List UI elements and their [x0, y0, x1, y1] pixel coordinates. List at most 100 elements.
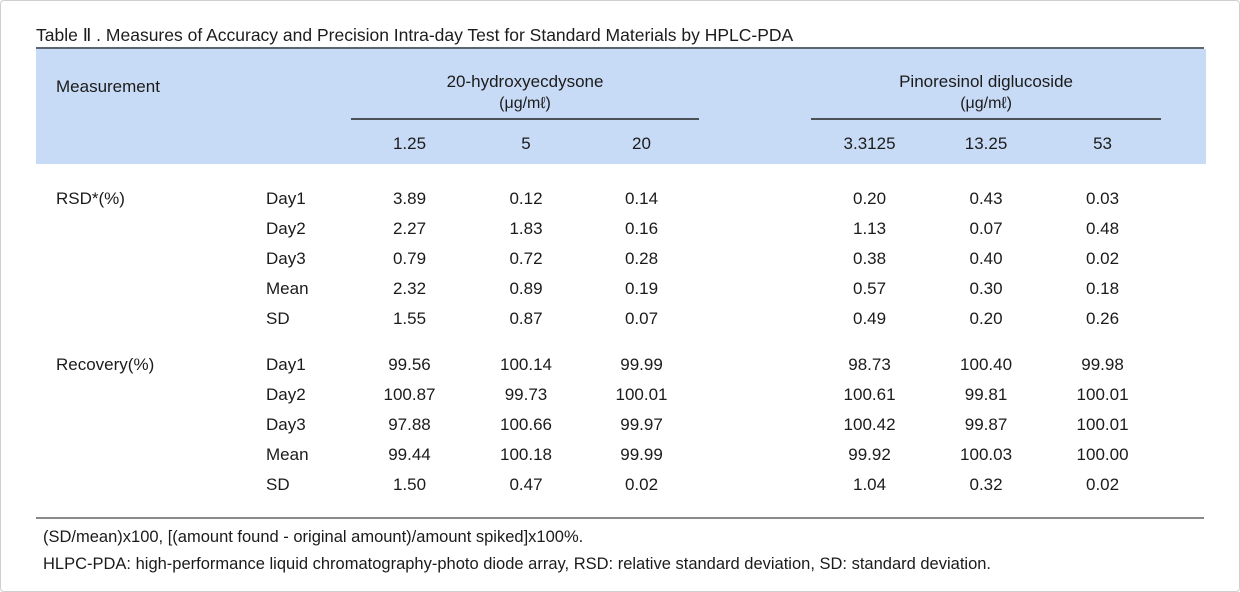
group-unit: (μg/mℓ) — [499, 95, 551, 112]
gap-cell — [699, 440, 811, 470]
concentration-level: 3.3125 — [811, 119, 929, 164]
concentration-level: 13.25 — [928, 119, 1045, 164]
value-cell: 100.03 — [960, 445, 1013, 464]
table-row: SD 1.50 0.47 0.02 1.04 0.32 0.02 — [36, 470, 1206, 500]
row-sub-label: Day3 — [266, 249, 306, 268]
concentration-level: 20 — [584, 119, 700, 164]
title-rule — [36, 47, 1204, 49]
concentration-level: 53 — [1044, 119, 1162, 164]
end-spacer-cell — [1161, 410, 1206, 440]
row-section-label — [36, 380, 256, 410]
value-cell: 0.19 — [624, 279, 659, 298]
table-row: SD 1.55 0.87 0.07 0.49 0.20 0.26 — [36, 304, 1206, 334]
value-cell: 99.44 — [388, 445, 431, 464]
value-cell: 0.40 — [969, 249, 1003, 268]
row-sub-label: Day2 — [266, 219, 306, 238]
value-cell: 100.18 — [500, 445, 552, 464]
value-cell: 0.57 — [852, 279, 887, 298]
value-cell: 0.07 — [969, 219, 1003, 238]
value-cell: 100.00 — [1076, 445, 1129, 464]
end-spacer-cell — [1161, 244, 1206, 274]
gap-cell — [699, 184, 811, 214]
value-cell: 100.40 — [960, 355, 1013, 374]
data-table: Measurement 20-hydroxyecdysone (μg/mℓ) P… — [36, 49, 1207, 500]
row-section-label — [36, 304, 256, 334]
value-cell: 0.49 — [852, 309, 887, 328]
end-spacer-cell — [1161, 380, 1206, 410]
value-cell: 0.02 — [1086, 475, 1120, 494]
row-sub-label: Day2 — [266, 385, 306, 404]
end-spacer-cell — [1161, 440, 1206, 470]
value-cell: 0.47 — [509, 475, 543, 494]
table-title: Table Ⅱ . Measures of Accuracy and Preci… — [36, 25, 794, 45]
value-cell: 0.12 — [509, 189, 543, 208]
value-cell: 0.02 — [1086, 249, 1120, 268]
value-cell: 99.73 — [504, 385, 548, 404]
value-cell: 0.89 — [509, 279, 543, 298]
row-section-label: Recovery(%) — [56, 355, 155, 374]
row-sub-label: SD — [266, 309, 290, 328]
row-sub-label: SD — [266, 475, 290, 494]
table-row: Mean 99.44 100.18 99.99 99.92 100.03 100… — [36, 440, 1206, 470]
value-cell: 99.97 — [620, 415, 663, 434]
gap-cell — [699, 470, 811, 500]
table-row: Day3 97.88 100.66 99.97 100.42 99.87 100… — [36, 410, 1206, 440]
value-cell: 0.02 — [624, 475, 659, 494]
row-section-label — [36, 214, 256, 244]
value-cell: 100.14 — [500, 355, 552, 374]
group-gap — [699, 49, 812, 164]
value-cell: 100.42 — [843, 415, 896, 434]
value-cell: 97.88 — [388, 415, 431, 434]
value-cell: 100.61 — [843, 385, 896, 404]
group-header-20-hydroxyecdysone: 20-hydroxyecdysone (μg/mℓ) — [351, 49, 700, 120]
end-spacer-cell — [1161, 214, 1206, 244]
value-cell: 100.87 — [383, 385, 436, 404]
end-spacer-cell — [1161, 350, 1206, 380]
value-cell: 99.81 — [964, 385, 1008, 404]
concentration-level: 5 — [468, 119, 584, 164]
value-cell: 0.20 — [969, 309, 1003, 328]
group-name: Pinoresinol diglucoside — [899, 72, 1073, 91]
row-sub-label: Day3 — [266, 415, 306, 434]
table-row: RSD*(%) Day1 3.89 0.12 0.14 0.20 0.43 0.… — [36, 184, 1206, 214]
value-cell: 1.55 — [392, 309, 427, 328]
table-row: Recovery(%) Day1 99.56 100.14 99.99 98.7… — [36, 350, 1206, 380]
row-section-label — [36, 274, 256, 304]
value-cell: 99.99 — [620, 355, 663, 374]
value-cell: 3.89 — [392, 189, 427, 208]
value-cell: 99.87 — [964, 415, 1008, 434]
gap-cell — [699, 244, 811, 274]
footnote-line: (SD/mean)x100, [(amount found - original… — [43, 528, 584, 546]
row-section-label: RSD*(%) — [56, 189, 125, 208]
table-body: RSD*(%) Day1 3.89 0.12 0.14 0.20 0.43 0.… — [36, 164, 1206, 500]
value-cell: 100.01 — [615, 385, 668, 404]
end-spacer-cell — [1161, 184, 1206, 214]
measurement-header-cell: Measurement — [36, 49, 351, 164]
value-cell: 99.99 — [620, 445, 663, 464]
header-end-spacer — [1161, 49, 1207, 164]
group-unit: (μg/mℓ) — [960, 95, 1012, 112]
header-body-spacer — [36, 164, 1206, 184]
value-cell: 100.01 — [1076, 385, 1129, 404]
value-cell: 0.32 — [969, 475, 1003, 494]
value-cell: 0.03 — [1086, 189, 1120, 208]
value-cell: 0.16 — [624, 219, 659, 238]
value-cell: 0.26 — [1086, 309, 1120, 328]
value-cell: 0.30 — [969, 279, 1003, 298]
row-sub-label: Day1 — [266, 355, 306, 374]
concentration-level: 1.25 — [351, 119, 468, 164]
value-cell: 0.07 — [624, 309, 659, 328]
value-cell: 2.27 — [392, 219, 427, 238]
gap-cell — [699, 214, 811, 244]
row-section-label — [36, 470, 256, 500]
row-section-label — [36, 440, 256, 470]
value-cell: 2.32 — [392, 279, 427, 298]
section-gap-row — [36, 334, 1206, 350]
value-cell: 0.72 — [509, 249, 543, 268]
value-cell: 99.92 — [848, 445, 891, 464]
value-cell: 1.13 — [852, 219, 887, 238]
footnote-line: HLPC-PDA: high-performance liquid chroma… — [43, 555, 992, 573]
value-cell: 0.79 — [392, 249, 427, 268]
row-section-label — [36, 410, 256, 440]
group-header-pinoresinol-diglucoside: Pinoresinol diglucoside (μg/mℓ) — [811, 49, 1162, 120]
